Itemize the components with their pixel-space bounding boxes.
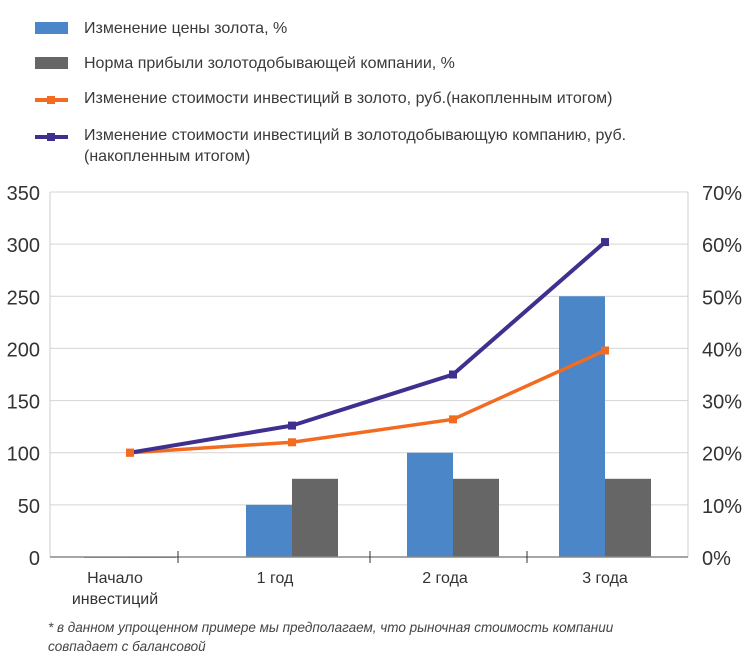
y-tick-label-right: 10%: [702, 496, 742, 518]
series-line-2: [129, 348, 606, 455]
x-tick-label: 3 года: [582, 570, 628, 587]
y-tick-label-right: 20%: [702, 444, 742, 466]
legend-marker: [47, 133, 55, 141]
data-point: [288, 438, 296, 447]
y-tick-label-right: 50%: [702, 287, 742, 309]
data-point: [288, 421, 296, 430]
x-tick-label: 2 года: [422, 570, 468, 587]
y-tick-label-right: 40%: [702, 339, 742, 361]
footnote-line: * в данном упрощенном примере мы предпол…: [48, 620, 614, 635]
y-tick-label-left: 150: [7, 392, 40, 414]
bar-gold-price: [246, 504, 292, 557]
y-tick-label-left: 0: [29, 548, 40, 570]
data-point: [449, 415, 457, 424]
legend-swatch: [35, 22, 68, 34]
y-tick-label-right: 30%: [702, 392, 742, 414]
legend-marker: [47, 96, 55, 104]
bar-profit-rate: [292, 478, 338, 557]
bar-profit-rate: [605, 478, 651, 557]
footnote-line: совпадает с балансовой: [48, 639, 206, 654]
legend-label: Изменение стоимости инвестиций в золото,…: [84, 90, 613, 107]
data-point: [126, 448, 134, 457]
y-tick-label-left: 250: [7, 287, 40, 309]
y-tick-label-right: 70%: [702, 183, 742, 205]
bar-gold-price: [559, 296, 605, 557]
bar-profit-rate: [453, 478, 499, 557]
x-tick-label: 1 год: [257, 570, 294, 587]
legend-label: Изменение цены золота, %: [84, 20, 288, 37]
data-point: [601, 346, 609, 355]
footnote: * в данном упрощенном примере мы предпол…: [48, 618, 728, 656]
x-tick-label: инвестиций: [72, 591, 158, 608]
y-tick-label-left: 50: [18, 496, 40, 518]
y-tick-label-right: 0%: [702, 548, 731, 570]
series-line-3: [129, 240, 607, 455]
y-tick-label-left: 350: [7, 183, 40, 205]
x-tick-label: Начало: [87, 570, 143, 587]
data-point: [449, 370, 457, 379]
y-tick-label-left: 100: [7, 444, 40, 466]
y-tick-label-left: 300: [7, 235, 40, 257]
data-point: [601, 238, 609, 247]
legend-label: Изменение стоимости инвестиций в золотод…: [84, 127, 627, 144]
chart: 0 0% 50 10% 100 20% 150 30% 200 40% 250 50% 300 60% 35…: [7, 183, 743, 608]
y-tick-label-left: 200: [7, 339, 40, 361]
legend-swatch: [35, 57, 68, 69]
legend-label: Норма прибыли золотодобывающей компании,…: [84, 55, 455, 72]
legend-label-continued: (накопленным итогом): [84, 148, 251, 165]
y-tick-label-right: 60%: [702, 235, 742, 257]
bar-gold-price: [407, 452, 453, 557]
